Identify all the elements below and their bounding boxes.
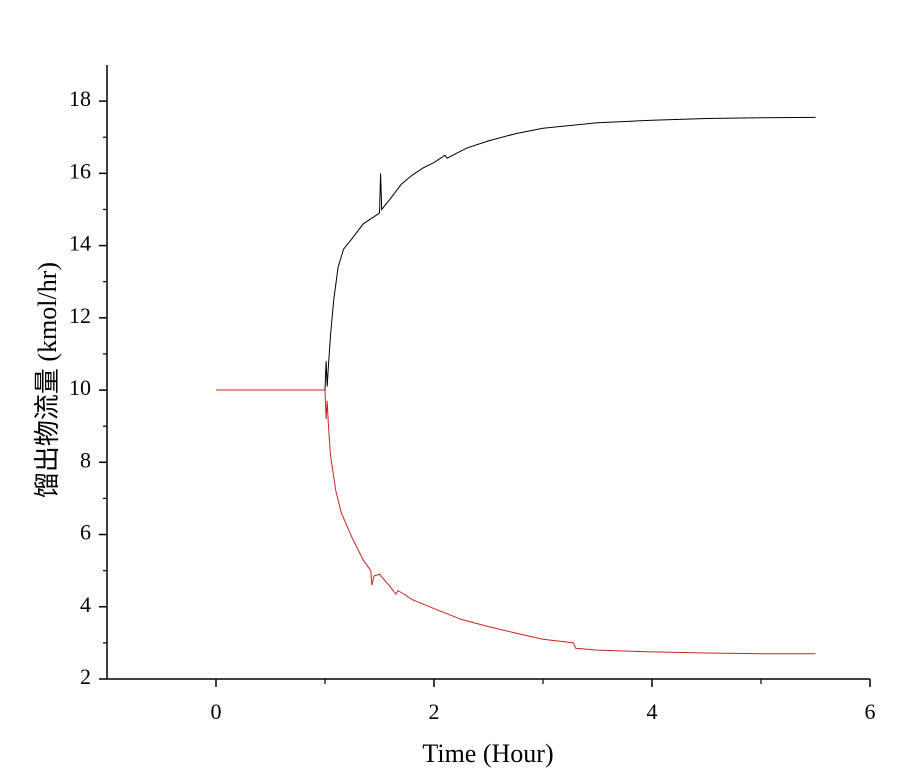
y-tick-label: 2 <box>80 664 91 689</box>
y-tick-label: 4 <box>80 592 91 617</box>
y-tick-label: 12 <box>69 303 91 328</box>
x-tick-label: 4 <box>647 699 658 724</box>
x-tick-label: 0 <box>211 699 222 724</box>
x-tick-label: 6 <box>865 699 876 724</box>
y-tick-label: 8 <box>80 447 91 472</box>
y-tick-label: 14 <box>69 231 91 256</box>
x-tick-label: 2 <box>429 699 440 724</box>
y-tick-label: 10 <box>69 375 91 400</box>
y-tick-label: 18 <box>69 86 91 111</box>
y-axis-label: 馏出物流量 (kmol/hr) <box>33 262 62 498</box>
data-line <box>324 116 816 391</box>
data-line <box>216 389 816 655</box>
y-tick-label: 6 <box>80 520 91 545</box>
y-tick-label: 16 <box>69 158 91 183</box>
x-axis-label: Time (Hour) <box>422 739 553 768</box>
